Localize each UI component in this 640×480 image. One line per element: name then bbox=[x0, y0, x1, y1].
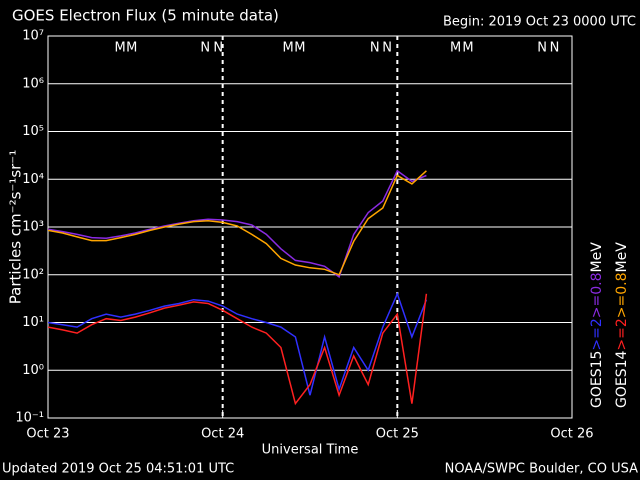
day-marker: M bbox=[462, 41, 473, 56]
legend-unit: MeV bbox=[589, 242, 605, 273]
legend-series: >=2 bbox=[614, 318, 630, 350]
chart-subtitle: Begin: 2019 Oct 23 0000 UTC bbox=[443, 15, 636, 30]
day-marker: N bbox=[370, 41, 380, 56]
series-line bbox=[48, 169, 427, 279]
chart-title: GOES Electron Flux (5 minute data) bbox=[12, 7, 279, 25]
legend-entry: GOES15>=2>=0.8MeV bbox=[589, 242, 605, 408]
day-marker: N bbox=[200, 41, 210, 56]
series-line bbox=[48, 293, 428, 406]
legend-unit: MeV bbox=[614, 242, 630, 273]
day-marker: M bbox=[126, 41, 137, 56]
legend-series: >=2 bbox=[589, 318, 605, 350]
x-tick-label: Oct 25 bbox=[376, 427, 419, 442]
day-marker: M bbox=[450, 41, 461, 56]
day-marker: N bbox=[213, 41, 223, 56]
x-tick-label: Oct 26 bbox=[550, 427, 593, 442]
plot-frame bbox=[47, 35, 573, 419]
footer-right: NOAA/SWPC Boulder, CO USA bbox=[445, 462, 638, 477]
y-tick-label: 10⁶ bbox=[22, 76, 44, 91]
x-axis-label: Universal Time bbox=[262, 443, 359, 458]
day-marker: N bbox=[537, 41, 547, 56]
y-tick-label: 10⁵ bbox=[22, 124, 44, 139]
y-tick-label: 10⁴ bbox=[22, 172, 44, 187]
x-tick-label: Oct 24 bbox=[201, 427, 244, 442]
day-marker: N bbox=[382, 41, 392, 56]
legend-entry: GOES14>=2>=0.8MeV bbox=[614, 242, 630, 408]
day-marker: M bbox=[114, 41, 125, 56]
footer-left: Updated 2019 Oct 25 04:51:01 UTC bbox=[2, 462, 234, 477]
y-tick-label: 10¹ bbox=[22, 315, 44, 330]
y-tick-label: 10⁰ bbox=[22, 363, 44, 378]
y-tick-label: 10³ bbox=[22, 220, 44, 235]
y-tick-label: 10⁻¹ bbox=[15, 411, 44, 426]
legend-satellite: GOES14 bbox=[614, 350, 630, 408]
legend-series: >=0.8 bbox=[614, 272, 630, 318]
day-marker: M bbox=[283, 41, 294, 56]
day-marker: M bbox=[294, 41, 305, 56]
legend-series: >=0.8 bbox=[589, 272, 605, 318]
legend-satellite: GOES15 bbox=[589, 351, 605, 408]
series-line bbox=[48, 170, 427, 276]
day-marker: N bbox=[550, 41, 560, 56]
y-axis-label: Particles cm⁻²s⁻¹sr⁻¹ bbox=[7, 150, 25, 304]
series-line bbox=[48, 291, 428, 396]
x-tick-label: Oct 23 bbox=[26, 427, 69, 442]
y-tick-label: 10² bbox=[22, 267, 44, 282]
y-tick-label: 10⁷ bbox=[22, 29, 44, 44]
